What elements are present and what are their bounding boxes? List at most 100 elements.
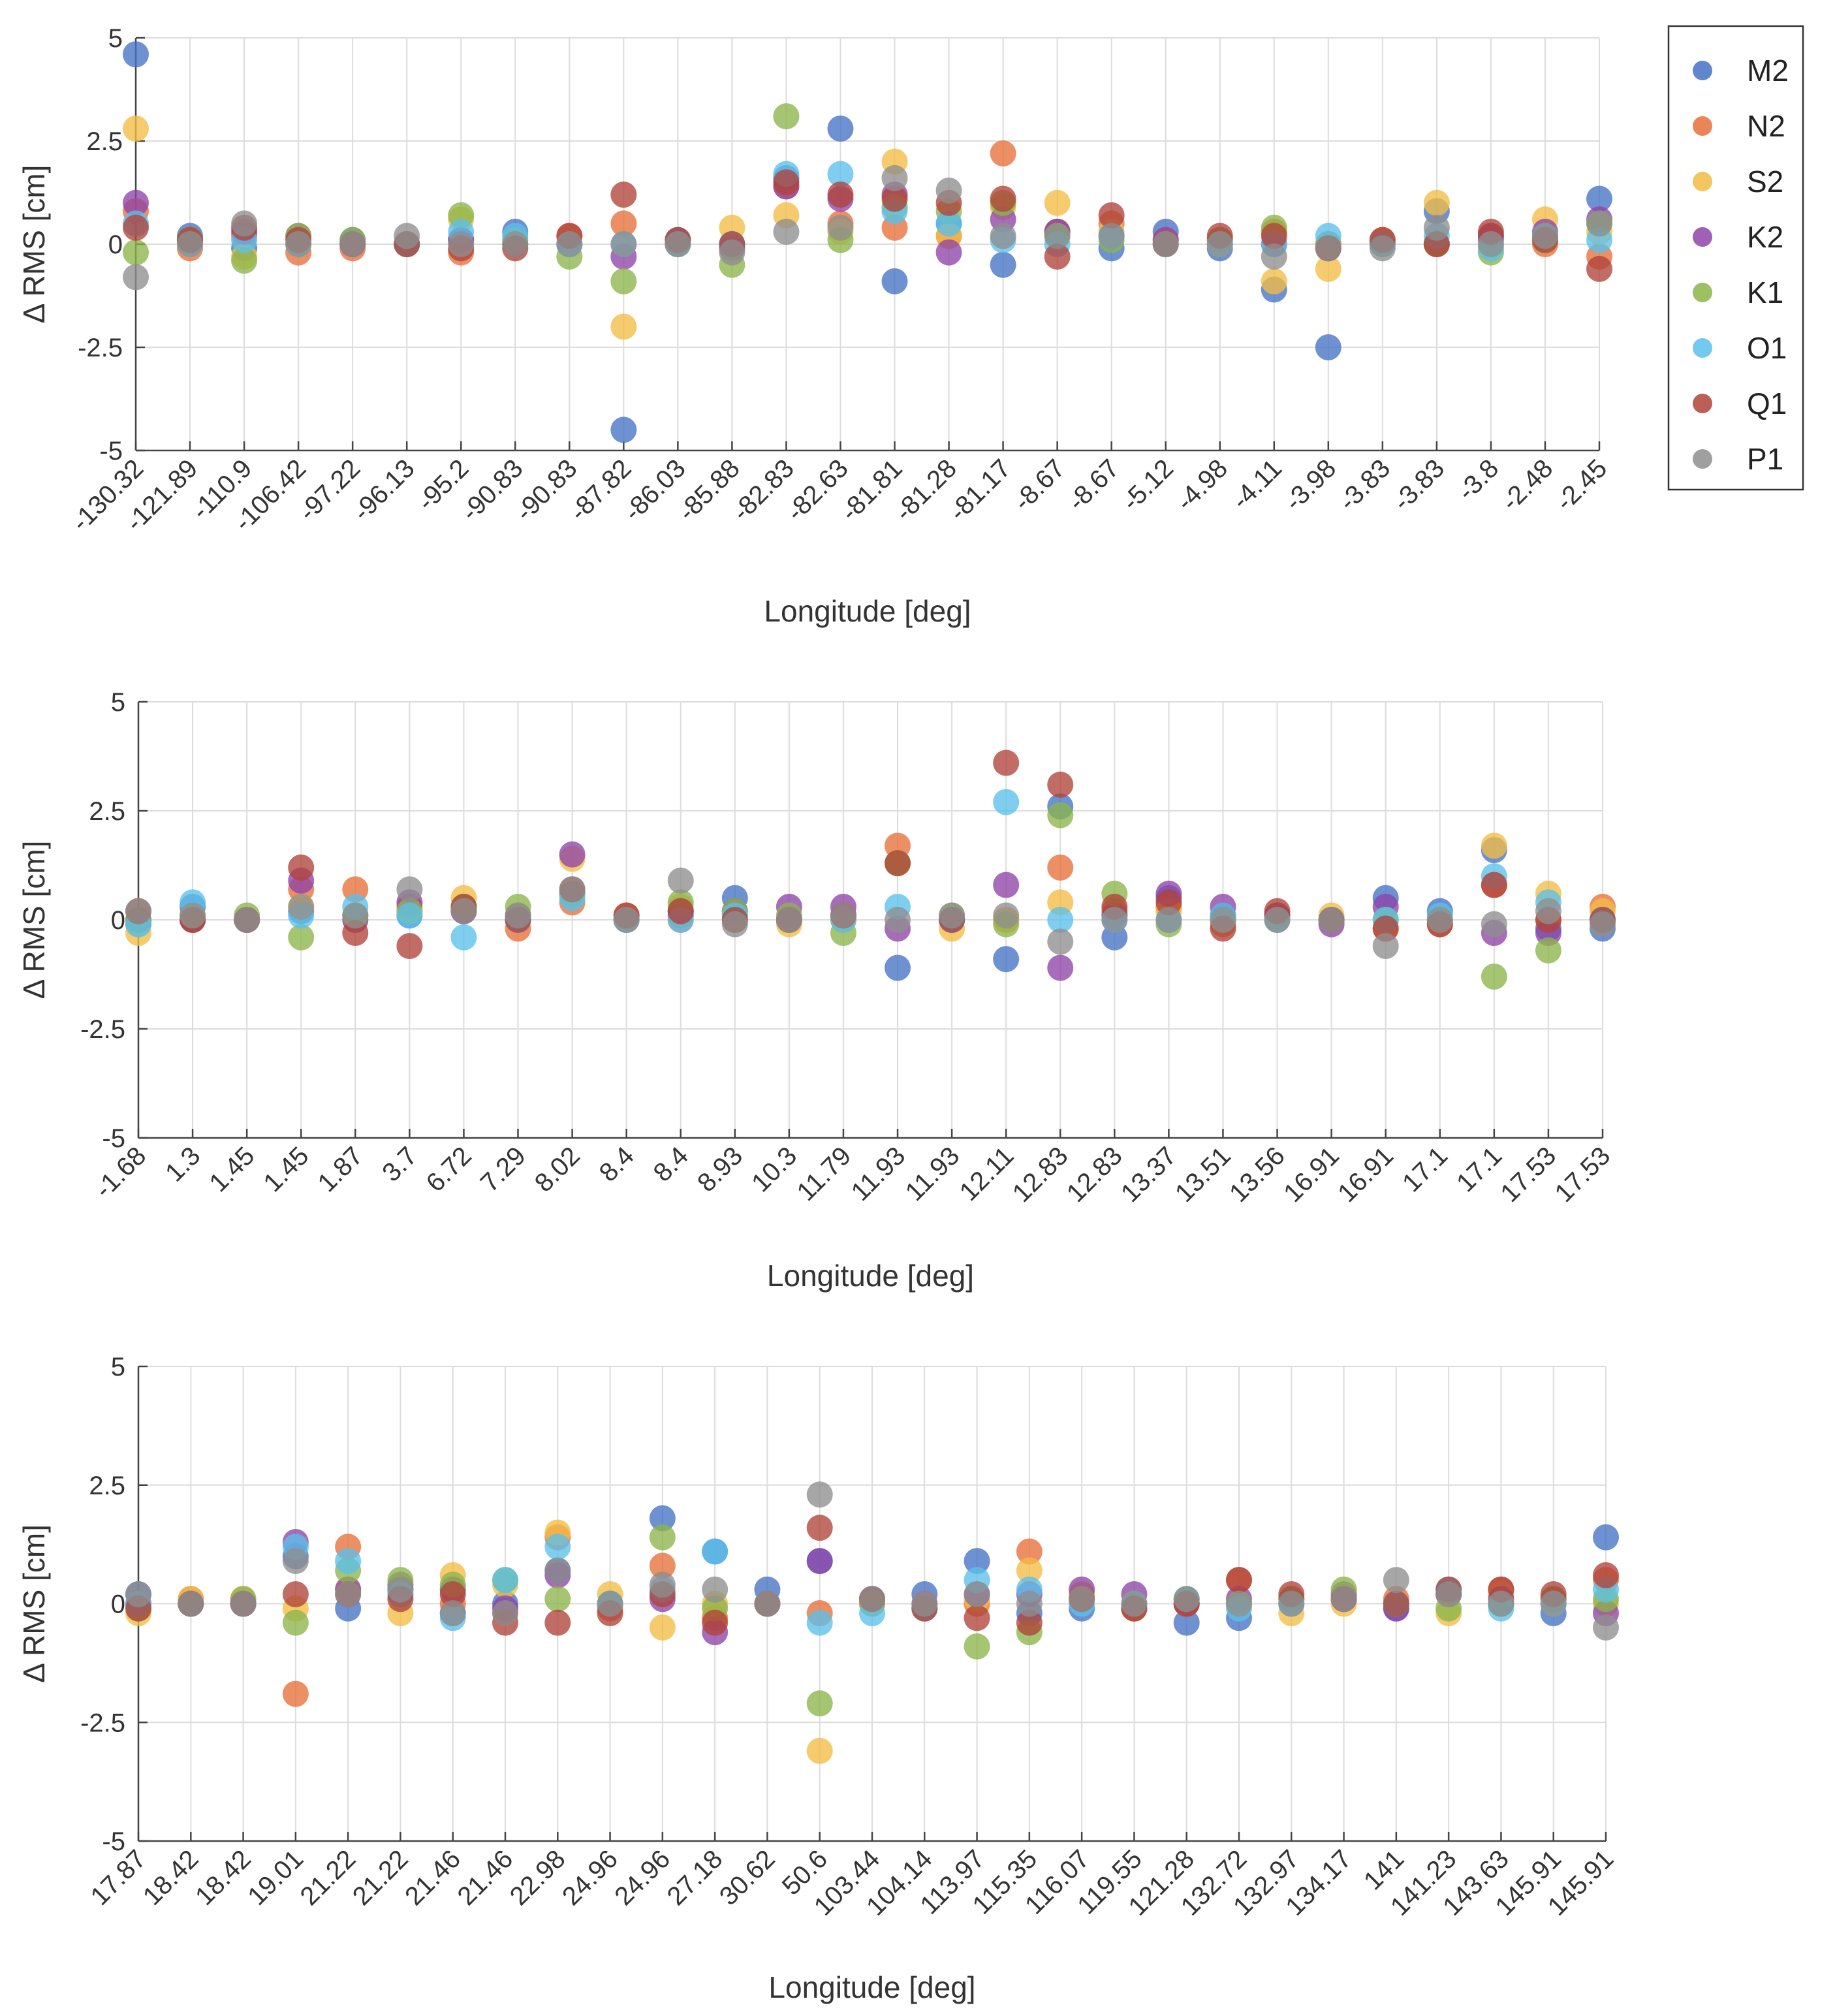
data-point-o1 [827, 161, 854, 187]
data-point-p1 [387, 1576, 414, 1603]
data-point-p1 [885, 907, 911, 933]
data-point-p1 [665, 231, 691, 257]
legend-label-k2: K2 [1747, 220, 1783, 254]
data-point-q1 [827, 181, 854, 208]
y-tick-label: -5 [99, 437, 123, 465]
data-point-k1 [806, 1690, 833, 1717]
data-point-p1 [1278, 1590, 1305, 1617]
data-point-p1 [339, 231, 366, 257]
data-point-q1 [990, 185, 1016, 212]
data-point-n2 [1016, 1538, 1043, 1565]
x-tick-label: -81.28 [890, 454, 962, 526]
data-point-s2 [1016, 1557, 1043, 1584]
data-point-p1 [806, 1481, 833, 1508]
data-point-k1 [773, 103, 800, 130]
data-point-p1 [1586, 210, 1612, 237]
data-point-k2 [806, 1548, 833, 1575]
data-point-p1 [396, 876, 423, 903]
data-point-s2 [1423, 189, 1450, 216]
data-point-p1 [1173, 1586, 1200, 1613]
data-point-p1 [1044, 223, 1071, 249]
x-tick-label: 11.79 [792, 1141, 857, 1206]
data-point-p1 [597, 1590, 623, 1617]
data-point-q1 [1047, 771, 1074, 798]
x-tick-label: 13.51 [1170, 1141, 1236, 1208]
data-point-k1 [231, 247, 258, 274]
data-point-p1 [230, 1590, 257, 1617]
x-tick-label: 1.87 [312, 1141, 368, 1197]
data-point-q1 [885, 850, 911, 877]
data-point-p1 [1206, 231, 1233, 257]
legend-marker-m2 [1693, 61, 1712, 80]
x-tick-label: 12.83 [1061, 1141, 1128, 1208]
x-tick-label: 24.96 [557, 1844, 623, 1911]
data-point-q1 [1481, 872, 1507, 898]
data-point-p1 [1481, 911, 1507, 937]
legend-label-o1: O1 [1747, 331, 1787, 365]
x-tick-label: 27.18 [662, 1844, 729, 1911]
data-point-o1 [450, 924, 477, 951]
data-point-p1 [1590, 911, 1616, 937]
data-point-n2 [649, 1552, 676, 1579]
x-tick-label: -4.98 [1171, 454, 1234, 516]
data-point-p1 [827, 214, 854, 241]
data-point-q1 [1226, 1567, 1252, 1594]
data-point-p1 [448, 231, 475, 257]
series-q1 [123, 169, 1612, 282]
x-tick-label: 21.22 [347, 1844, 414, 1911]
x-tick-label: 18.42 [190, 1844, 257, 1911]
series-k1 [123, 103, 1612, 294]
x-tick-label: 8.02 [529, 1141, 586, 1197]
data-point-m2 [1315, 334, 1341, 360]
x-tick-label: -4.11 [1227, 454, 1287, 514]
data-point-o1 [335, 1548, 362, 1575]
data-point-p1 [282, 1548, 309, 1575]
data-point-p1 [1121, 1590, 1148, 1617]
x-tick-label: -96.13 [347, 454, 420, 526]
data-point-q1 [964, 1605, 990, 1631]
data-point-p1 [1098, 223, 1125, 249]
data-point-q1 [993, 749, 1020, 776]
data-point-p1 [342, 902, 369, 929]
data-point-p1 [719, 239, 745, 266]
data-point-m2 [964, 1548, 990, 1575]
data-point-k1 [123, 239, 149, 266]
panel-2: -5-2.502.55-1.68 1.31.451.451.87 3.76.727.… [17, 688, 1616, 1293]
data-point-p1 [1318, 907, 1345, 933]
data-point-k1 [544, 1586, 571, 1613]
data-point-p1 [125, 1581, 151, 1607]
data-point-o1 [806, 1609, 833, 1636]
data-point-s2 [610, 313, 637, 340]
x-tick-label: 17.53 [1495, 1141, 1561, 1208]
data-point-p1 [754, 1590, 781, 1617]
data-point-m2 [123, 41, 149, 68]
data-point-p1 [776, 907, 802, 933]
data-point-o1 [702, 1538, 729, 1565]
x-tick-label: 8.4 [648, 1141, 694, 1187]
data-point-m2 [885, 954, 911, 981]
y-tick-label: 5 [108, 24, 123, 53]
x-tick-label: 13.37 [1116, 1141, 1182, 1208]
legend-label-n2: N2 [1747, 109, 1785, 143]
data-point-p1 [450, 898, 477, 924]
x-tick-label: 22.98 [505, 1844, 571, 1911]
data-point-k1 [964, 1633, 990, 1660]
data-point-k2 [123, 189, 149, 216]
legend-label-m2: M2 [1747, 54, 1789, 87]
data-point-n2 [1047, 854, 1074, 881]
data-point-p1 [1372, 933, 1399, 960]
x-tick-label: 16.91 [1332, 1141, 1399, 1208]
data-point-p1 [1369, 235, 1396, 262]
data-point-p1 [1210, 907, 1236, 933]
data-point-s2 [1481, 832, 1507, 859]
x-tick-label: 12.83 [1007, 1141, 1074, 1208]
x-tick-label: 12.11 [954, 1141, 1020, 1206]
x-tick-label: -97.22 [293, 454, 366, 526]
legend-box [1667, 25, 1804, 491]
data-point-p1 [1155, 907, 1182, 933]
data-point-m2 [649, 1505, 676, 1532]
x-tick-label: 18.42 [138, 1844, 204, 1911]
x-tick-label: -85.88 [672, 454, 745, 526]
data-point-o1 [993, 789, 1020, 815]
data-point-p1 [1226, 1590, 1252, 1617]
